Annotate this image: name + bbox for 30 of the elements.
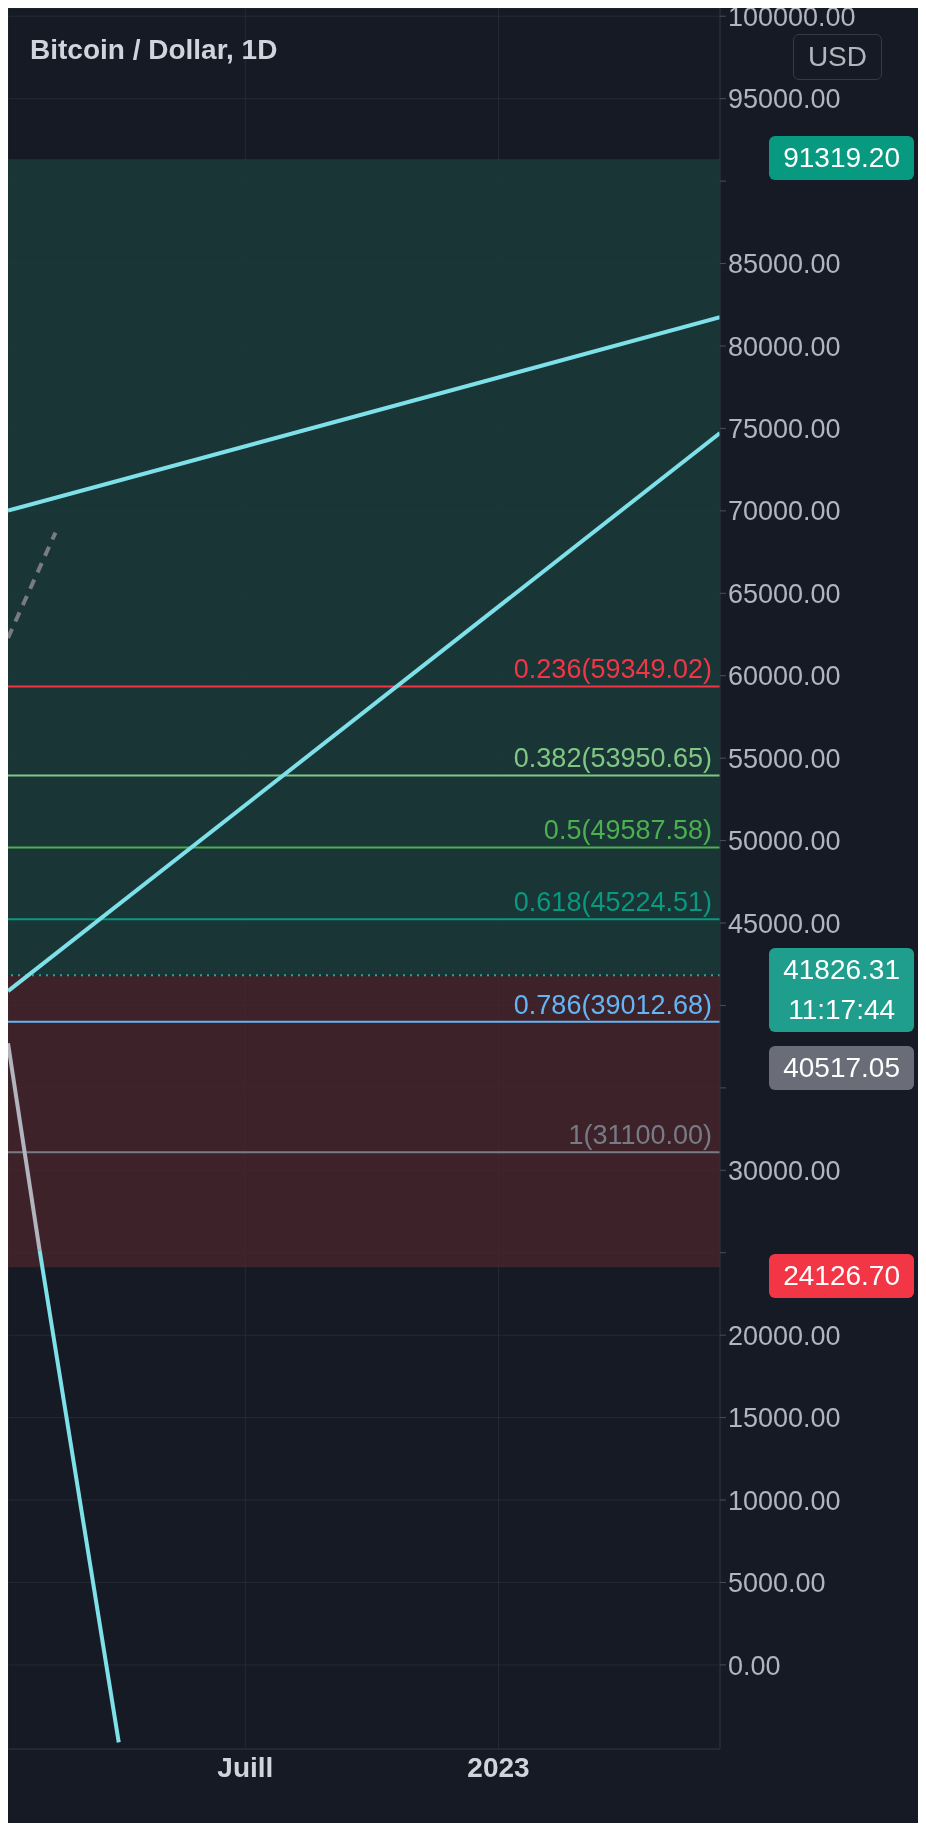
y-tick-label: 80000.00 <box>728 331 841 362</box>
ref-line-label: 1(31100.00) <box>568 1120 712 1151</box>
y-tick-label: 20000.00 <box>728 1320 841 1351</box>
y-tick-label: 60000.00 <box>728 661 841 692</box>
y-tick-label: 5000.00 <box>728 1568 826 1599</box>
text: 91319.20 <box>769 136 914 180</box>
text: Bitcoin / Dollar, 1D <box>30 34 278 66</box>
ref-line-label: 0.786(39012.68) <box>513 989 712 1020</box>
y-tick-label: 95000.00 <box>728 84 841 115</box>
y-tick-label: 10000.00 <box>728 1485 841 1516</box>
text: USD <box>792 34 882 80</box>
text: 41826.31 11:17:44 <box>769 948 914 1032</box>
y-tick-label: 30000.00 <box>728 1155 841 1186</box>
y-tick-label: 55000.00 <box>728 743 841 774</box>
ref-line-label: 0.236(59349.02) <box>513 654 712 685</box>
y-tick-label: 50000.00 <box>728 826 841 857</box>
ref-line-label: 0.618(45224.51) <box>513 887 712 918</box>
y-tick-label: 70000.00 <box>728 496 841 527</box>
text: 40517.05 <box>769 1046 914 1090</box>
y-tick-label: 15000.00 <box>728 1403 841 1434</box>
ref-line-label: 0.5(49587.58) <box>543 815 712 846</box>
text: 24126.70 <box>769 1254 914 1298</box>
ref-line-label: 0.382(53950.65) <box>513 743 712 774</box>
y-tick-label: 45000.00 <box>728 908 841 939</box>
y-tick-label: 65000.00 <box>728 578 841 609</box>
y-tick-label: 75000.00 <box>728 414 841 444</box>
x-tick-label: Juill <box>217 1751 274 1783</box>
x-tick-label: 2023 <box>467 1751 530 1783</box>
y-tick-label: 0.00 <box>728 1650 781 1681</box>
y-tick-label: 85000.00 <box>728 249 841 280</box>
